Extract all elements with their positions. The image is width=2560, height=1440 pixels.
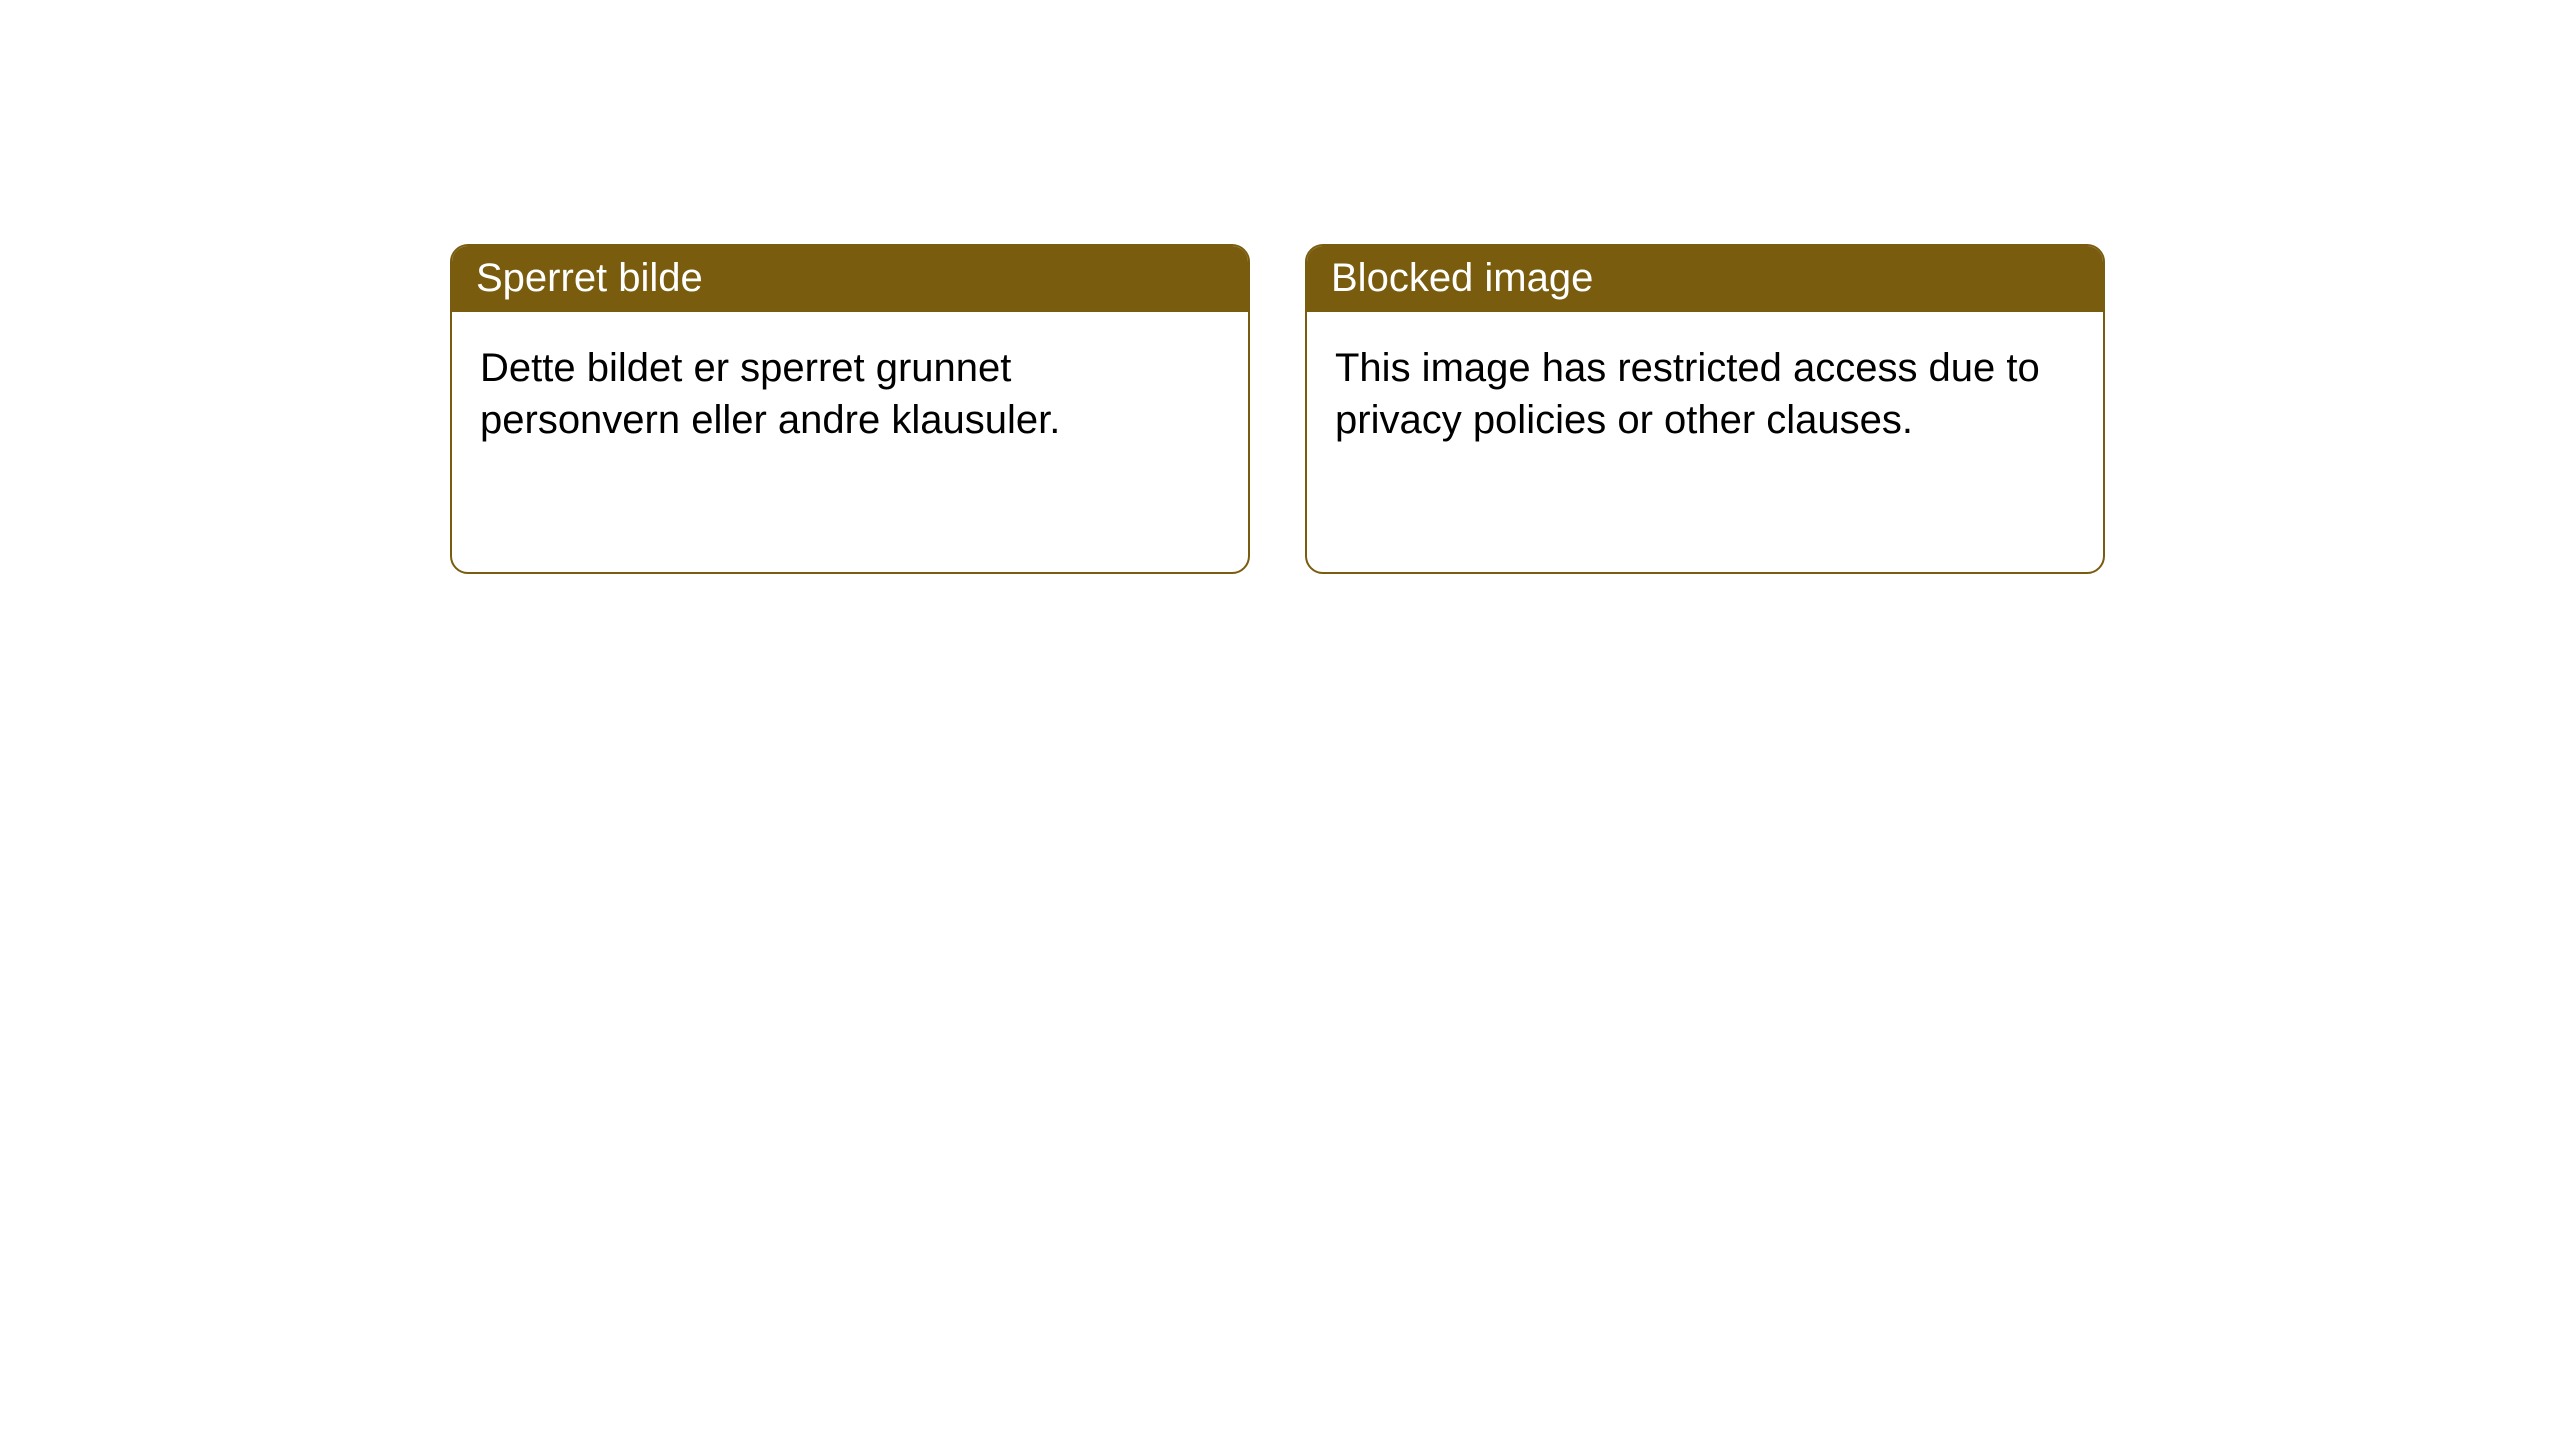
notice-header: Sperret bilde (452, 246, 1248, 312)
notice-title: Blocked image (1331, 256, 1593, 300)
notice-body: Dette bildet er sperret grunnet personve… (452, 312, 1248, 476)
notice-box-norwegian: Sperret bilde Dette bildet er sperret gr… (450, 244, 1250, 574)
notice-box-english: Blocked image This image has restricted … (1305, 244, 2105, 574)
notice-title: Sperret bilde (476, 256, 703, 300)
notice-message: This image has restricted access due to … (1335, 346, 2040, 442)
notice-message: Dette bildet er sperret grunnet personve… (480, 346, 1060, 442)
notice-container: Sperret bilde Dette bildet er sperret gr… (450, 244, 2105, 574)
notice-body: This image has restricted access due to … (1307, 312, 2103, 476)
notice-header: Blocked image (1307, 246, 2103, 312)
